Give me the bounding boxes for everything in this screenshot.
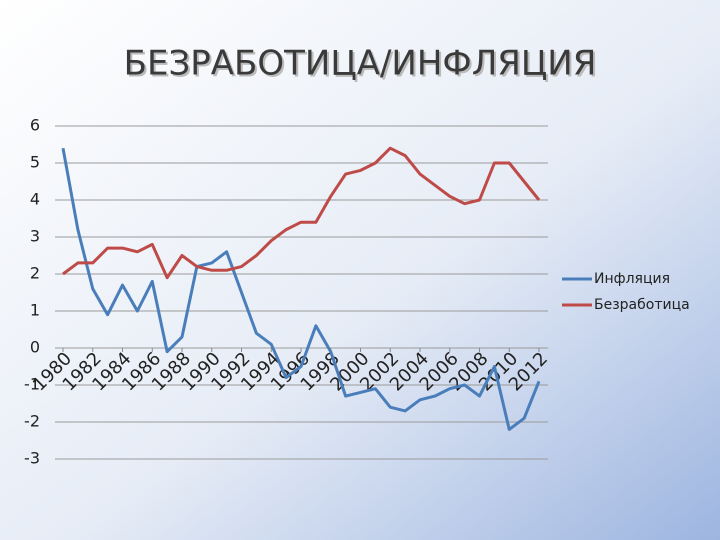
y-tick-label: 5 <box>30 153 40 172</box>
y-tick-label: -3 <box>24 449 40 468</box>
line-series <box>61 147 541 431</box>
legend-label: Безработица <box>594 297 690 313</box>
y-tick-label: 4 <box>30 190 40 209</box>
chart-title: БЕЗРАБОТИЦА/ИНФЛЯЦИЯ <box>124 44 597 84</box>
y-tick-label: 6 <box>30 116 40 135</box>
y-tick-label: 0 <box>30 338 40 357</box>
y-tick-label: 1 <box>30 301 40 320</box>
line-series <box>62 146 541 280</box>
y-tick-label: 3 <box>30 227 40 246</box>
title-shadow: БЕЗРАБОТИЦА/ИНФЛЯЦИЯ <box>126 46 599 86</box>
y-tick-label: 2 <box>30 264 40 283</box>
y-tick-label: -1 <box>24 375 40 394</box>
legend-label: Инфляция <box>594 271 670 287</box>
y-tick-label: -2 <box>24 412 40 431</box>
